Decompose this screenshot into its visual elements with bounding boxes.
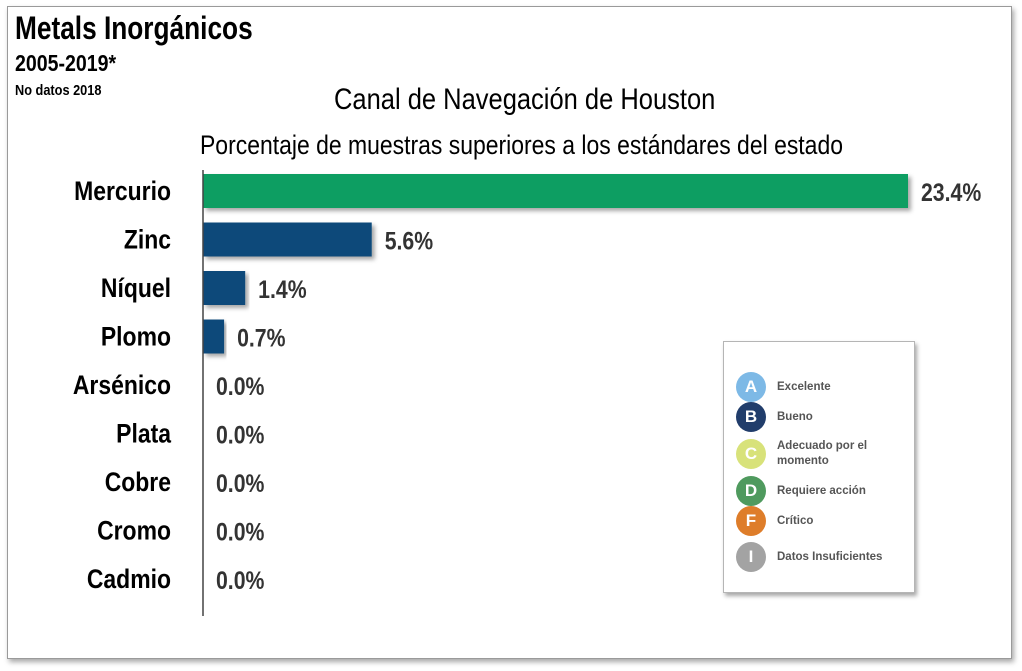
grade-f-icon: F (736, 506, 766, 536)
category-label: Arsénico (73, 370, 171, 400)
value-label: 0.0% (216, 421, 264, 449)
legend-label-f: Crítico (777, 514, 814, 527)
category-label: Cadmio (87, 564, 171, 594)
bar-níquel (203, 271, 246, 305)
bar-plomo (203, 319, 225, 354)
value-label: 1.4% (258, 275, 306, 303)
value-label: 0.0% (216, 566, 264, 594)
value-label: 5.6% (385, 227, 433, 255)
grade-i-icon: I (736, 542, 766, 572)
year-range: 2005-2019* (15, 50, 117, 76)
grade-a-icon: A (736, 372, 766, 402)
legend-label-i: Datos Insuficientes (777, 550, 883, 563)
legend: A Excelente B Bueno C Adecuado por el mo… (723, 341, 915, 593)
legend-label-a: Excelente (777, 380, 831, 393)
bar-zinc (203, 222, 372, 257)
value-label: 0.0% (216, 469, 264, 497)
legend-item-b: B Bueno (736, 402, 907, 432)
legend-item-f: F Crítico (736, 506, 907, 536)
legend-item-i: I Datos Insuficientes (736, 542, 907, 572)
category-label: Níquel (101, 273, 171, 303)
chart-description: Porcentaje de muestras superiores a los … (200, 130, 843, 160)
location-title: Canal de Navegación de Houston (334, 83, 716, 116)
category-label: Zinc (124, 225, 171, 255)
data-note: No datos 2018 (15, 82, 102, 99)
category-label: Mercurio (74, 176, 171, 206)
category-label: Cobre (105, 467, 171, 497)
legend-label-d: Requiere acción (777, 484, 866, 497)
value-label: 23.4% (921, 178, 981, 206)
legend-item-a: A Excelente (736, 372, 907, 402)
grade-d-icon: D (736, 476, 766, 506)
legend-item-c: C Adecuado por el momento (736, 439, 877, 469)
category-label: Cromo (97, 516, 171, 546)
legend-item-d: D Requiere acción (736, 476, 907, 506)
value-label: 0.7% (237, 324, 285, 352)
value-label: 0.0% (216, 518, 264, 546)
grade-c-icon: C (736, 439, 766, 469)
value-label: 0.0% (216, 372, 264, 400)
bar-mercurio (203, 174, 908, 208)
legend-label-c: Adecuado por el momento (777, 440, 868, 467)
category-label: Plata (116, 419, 172, 449)
grade-b-icon: B (736, 402, 766, 432)
legend-label-b: Bueno (777, 410, 813, 423)
category-label: Plomo (101, 322, 171, 352)
chart-title: Metals Inorgánicos (15, 10, 253, 46)
